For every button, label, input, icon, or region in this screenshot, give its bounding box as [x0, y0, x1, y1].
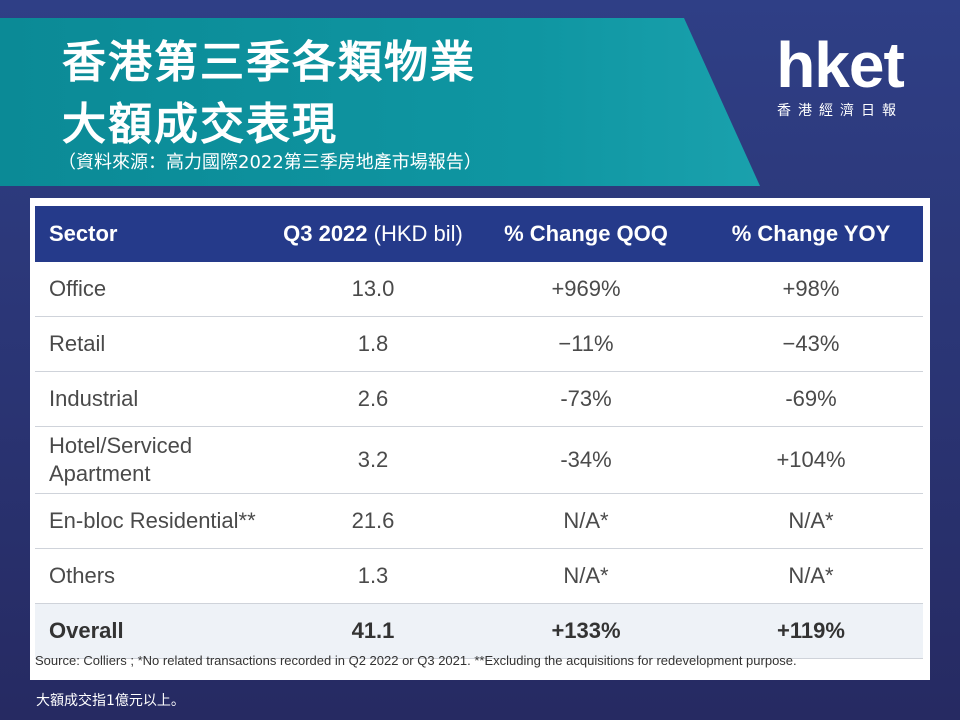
- overall-qoq: +133%: [473, 603, 699, 659]
- row-yoy: −43%: [699, 316, 923, 372]
- table-header-row: Sector Q3 2022 (HKD bil) % Change QOQ % …: [35, 206, 923, 262]
- header-sector: Sector: [35, 206, 273, 262]
- table-footnote: Source: Colliers ; *No related transacti…: [35, 653, 797, 668]
- row-yoy: +104%: [699, 426, 923, 494]
- row-qoq: N/A*: [473, 548, 699, 604]
- page-title-line-2: 大額成交表現: [62, 99, 338, 150]
- row-qoq: +969%: [473, 262, 699, 317]
- row-qoq: -34%: [473, 426, 699, 494]
- row-qoq: N/A*: [473, 493, 699, 549]
- row-sector: Hotel/Serviced Apartment: [35, 426, 273, 494]
- header-change-yoy: % Change YOY: [699, 206, 923, 262]
- logo-wordmark: hket: [776, 29, 905, 101]
- row-yoy: N/A*: [699, 493, 923, 549]
- row-sector: En-bloc Residential**: [35, 493, 273, 549]
- header-q3-unit: (HKD bil): [367, 221, 463, 246]
- overall-sector: Overall: [35, 603, 273, 659]
- table-row: Hotel/Serviced Apartment 3.2 -34% +104%: [35, 426, 923, 494]
- row-qoq: -73%: [473, 371, 699, 427]
- table-panel: Sector Q3 2022 (HKD bil) % Change QOQ % …: [30, 198, 930, 680]
- header-q3-2022: Q3 2022 (HKD bil): [273, 206, 473, 262]
- row-sector: Others: [35, 548, 273, 604]
- row-yoy: +98%: [699, 262, 923, 317]
- header-change-qoq: % Change QOQ: [473, 206, 699, 262]
- bottom-note: 大額成交指1億元以上。: [36, 693, 185, 709]
- row-value: 3.2: [273, 426, 473, 494]
- data-source: （資料來源：高力國際2022第三季房地產市場報告）: [58, 152, 482, 173]
- overall-value: 41.1: [273, 603, 473, 659]
- table-row: Others 1.3 N/A* N/A*: [35, 548, 923, 604]
- table-row: Retail 1.8 −11% −43%: [35, 316, 923, 372]
- title-banner: [0, 18, 760, 186]
- row-qoq: −11%: [473, 316, 699, 372]
- page-title-line-1: 香港第三季各類物業: [62, 37, 476, 88]
- overall-row: Overall 41.1 +133% +119%: [35, 603, 923, 659]
- logo-subtitle: 香港經濟日報: [777, 103, 903, 119]
- overall-yoy: +119%: [699, 603, 923, 659]
- transactions-table: Sector Q3 2022 (HKD bil) % Change QOQ % …: [35, 206, 923, 659]
- row-value: 1.8: [273, 316, 473, 372]
- table-row: Office 13.0 +969% +98%: [35, 262, 923, 317]
- row-value: 2.6: [273, 371, 473, 427]
- row-sector: Industrial: [35, 371, 273, 427]
- table-row: Industrial 2.6 -73% -69%: [35, 371, 923, 427]
- row-value: 13.0: [273, 262, 473, 317]
- row-yoy: N/A*: [699, 548, 923, 604]
- row-yoy: -69%: [699, 371, 923, 427]
- table-row: En-bloc Residential** 21.6 N/A* N/A*: [35, 493, 923, 549]
- row-sector: Office: [35, 262, 273, 317]
- row-sector: Retail: [35, 316, 273, 372]
- row-value: 21.6: [273, 493, 473, 549]
- row-value: 1.3: [273, 548, 473, 604]
- header-q3-main: Q3 2022: [283, 221, 368, 246]
- hket-logo: hket 香港經濟日報: [760, 30, 920, 120]
